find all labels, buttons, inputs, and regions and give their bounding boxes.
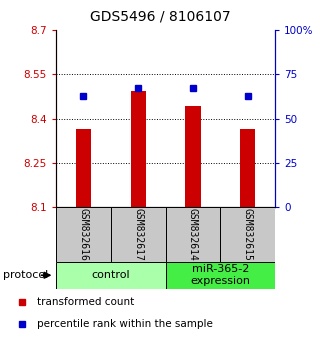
Bar — [56, 262, 166, 289]
Text: control: control — [92, 270, 130, 280]
Text: GSM832617: GSM832617 — [133, 208, 143, 261]
Bar — [185, 106, 201, 207]
Text: GSM832614: GSM832614 — [188, 208, 198, 261]
Bar — [56, 207, 111, 262]
Bar — [220, 207, 275, 262]
Bar — [166, 262, 275, 289]
Bar — [111, 207, 166, 262]
Text: percentile rank within the sample: percentile rank within the sample — [37, 319, 212, 329]
Text: GSM832616: GSM832616 — [78, 208, 88, 261]
Bar — [131, 91, 146, 207]
Text: transformed count: transformed count — [37, 297, 134, 307]
Bar — [76, 129, 91, 207]
Text: miR-365-2
expression: miR-365-2 expression — [190, 264, 250, 286]
Text: protocol: protocol — [3, 270, 48, 280]
Bar — [240, 129, 255, 207]
Text: GSM832615: GSM832615 — [243, 208, 253, 261]
Bar — [166, 207, 220, 262]
Text: GDS5496 / 8106107: GDS5496 / 8106107 — [90, 10, 230, 24]
